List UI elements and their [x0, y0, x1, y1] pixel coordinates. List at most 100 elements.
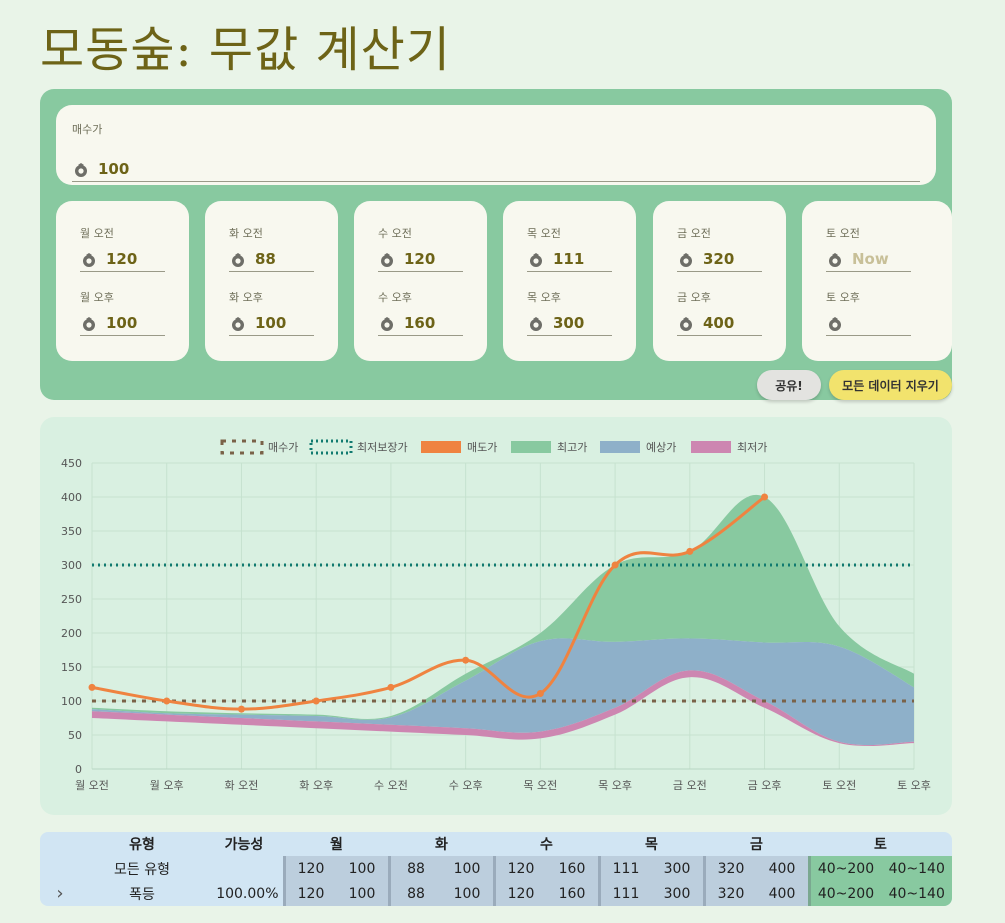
- price-field[interactable]: 400: [677, 311, 762, 336]
- sell-price-point: [312, 697, 320, 705]
- x-tick-label: 토 오전: [822, 779, 856, 792]
- row-type: 폭등: [129, 886, 155, 903]
- buy-price-value[interactable]: 100: [98, 160, 130, 178]
- price-field[interactable]: 88: [229, 247, 314, 272]
- x-tick-label: 수 오전: [374, 779, 408, 792]
- price-placeholder[interactable]: Now: [852, 250, 889, 268]
- price-cell: 88: [387, 856, 442, 881]
- price-field[interactable]: 120: [378, 247, 463, 272]
- row-expander-icon[interactable]: ›: [56, 883, 64, 904]
- header-day: 토: [874, 837, 887, 853]
- row-probability: 100.00%: [216, 885, 279, 902]
- prediction-table: 유형 가능성 월 화 수 목 금 토 모든 유형 120 100 88 100 …: [40, 832, 952, 906]
- price-value[interactable]: 88: [255, 250, 276, 268]
- predicted-range-cell: 40~200: [807, 881, 882, 906]
- y-tick-label: 150: [61, 661, 82, 674]
- price-value[interactable]: 120: [106, 250, 138, 268]
- row-probability: [204, 856, 284, 881]
- price-label: 목 오후: [527, 291, 561, 304]
- buy-price-field[interactable]: 100: [72, 157, 920, 182]
- legend-label: 예상가: [646, 441, 676, 454]
- day-card-thu: 목 오전 111 목 오후 300: [503, 201, 636, 361]
- bell-bag-icon: [829, 253, 841, 267]
- predicted-range-cell: 40~140: [881, 881, 952, 906]
- sell-price-point: [761, 493, 769, 501]
- predicted-range-cell: 40~140: [881, 856, 952, 881]
- price-field[interactable]: Now: [826, 247, 911, 272]
- legend-swatch-sell: [421, 441, 461, 453]
- sell-price-point: [686, 547, 694, 555]
- y-tick-label: 200: [61, 627, 82, 640]
- day-card-fri: 금 오전 320 금 오후 400: [653, 201, 786, 361]
- price-cell: 300: [651, 881, 704, 906]
- min-price-area: [92, 670, 914, 746]
- y-tick-label: 300: [61, 559, 82, 572]
- price-label: 토 오전: [826, 227, 860, 240]
- legend-swatch-guarantee: [309, 439, 353, 455]
- price-cell: 300: [651, 856, 704, 881]
- price-field[interactable]: 300: [527, 311, 612, 336]
- price-label: 수 오전: [378, 227, 412, 240]
- bell-bag-icon: [829, 317, 841, 331]
- sell-price-point: [163, 697, 171, 705]
- price-value[interactable]: 100: [106, 314, 138, 332]
- legend-swatch-buy: [220, 439, 264, 455]
- price-field[interactable]: 111: [527, 247, 612, 272]
- price-field[interactable]: 100: [80, 311, 165, 336]
- price-field[interactable]: 160: [378, 311, 463, 336]
- y-tick-label: 50: [68, 729, 82, 742]
- bell-bag-icon: [232, 253, 244, 267]
- price-field[interactable]: 120: [80, 247, 165, 272]
- y-tick-label: 100: [61, 695, 82, 708]
- price-cell: 120: [492, 881, 547, 906]
- price-value[interactable]: 111: [553, 250, 585, 268]
- legend-label: 최저보장가: [357, 441, 408, 454]
- sell-price-point: [237, 705, 245, 713]
- price-value[interactable]: 320: [703, 250, 735, 268]
- price-field[interactable]: [826, 311, 911, 336]
- header-type: 유형: [129, 837, 155, 853]
- price-value[interactable]: 400: [703, 314, 735, 332]
- bell-bag-icon: [83, 253, 95, 267]
- price-label: 금 오전: [677, 227, 711, 240]
- price-cell: 111: [597, 856, 652, 881]
- bell-bag-icon: [75, 163, 87, 177]
- price-value[interactable]: 100: [255, 314, 287, 332]
- price-cell: 88: [387, 881, 442, 906]
- price-cell: 160: [546, 881, 599, 906]
- day-card-wed: 수 오전 120 수 오후 160: [354, 201, 487, 361]
- clear-all-button[interactable]: 모든 데이터 지우기: [829, 370, 952, 400]
- x-tick-label: 월 오후: [150, 779, 184, 792]
- price-label: 목 오전: [527, 227, 561, 240]
- share-button[interactable]: 공유!: [757, 370, 821, 400]
- price-value[interactable]: 120: [404, 250, 436, 268]
- bell-bag-icon: [381, 253, 393, 267]
- price-cell: 120: [282, 881, 337, 906]
- chart-panel: 0 50 100 150 200 250 300 350 400 450 월 오전 월 오후 화 오전 화…: [40, 417, 952, 815]
- table-header-row: 유형 가능성 월 화 수 목 금 토: [40, 832, 952, 856]
- price-cell: 160: [546, 856, 599, 881]
- price-value[interactable]: 160: [404, 314, 436, 332]
- x-tick-label: 금 오전: [673, 779, 707, 792]
- y-tick-label: 400: [61, 491, 82, 504]
- legend-swatch-min: [691, 441, 731, 453]
- table-row: 모든 유형 120 100 88 100 120 160 111 300 320…: [40, 856, 952, 881]
- day-card-sat: 토 오전 Now 토 오후: [802, 201, 952, 361]
- price-field[interactable]: 320: [677, 247, 762, 272]
- predicted-range-cell: 40~200: [807, 856, 882, 881]
- table-row[interactable]: › 폭등 100.00% 120 100 88 100 120 160 111 …: [40, 881, 952, 906]
- price-cell: 320: [702, 856, 757, 881]
- price-value[interactable]: 300: [553, 314, 585, 332]
- price-field[interactable]: 100: [229, 311, 314, 336]
- buy-price-label: 매수가: [72, 123, 103, 136]
- legend-label: 최고가: [557, 441, 587, 454]
- price-cell: 400: [756, 856, 809, 881]
- header-day: 수: [540, 837, 553, 853]
- price-cell: 111: [597, 881, 652, 906]
- price-cell: 100: [441, 881, 494, 906]
- sell-price-line: [91, 495, 766, 711]
- header-day: 금: [750, 837, 763, 853]
- x-tick-label: 화 오전: [225, 779, 259, 792]
- bell-bag-icon: [680, 317, 692, 331]
- x-tick-label: 금 오후: [748, 779, 782, 792]
